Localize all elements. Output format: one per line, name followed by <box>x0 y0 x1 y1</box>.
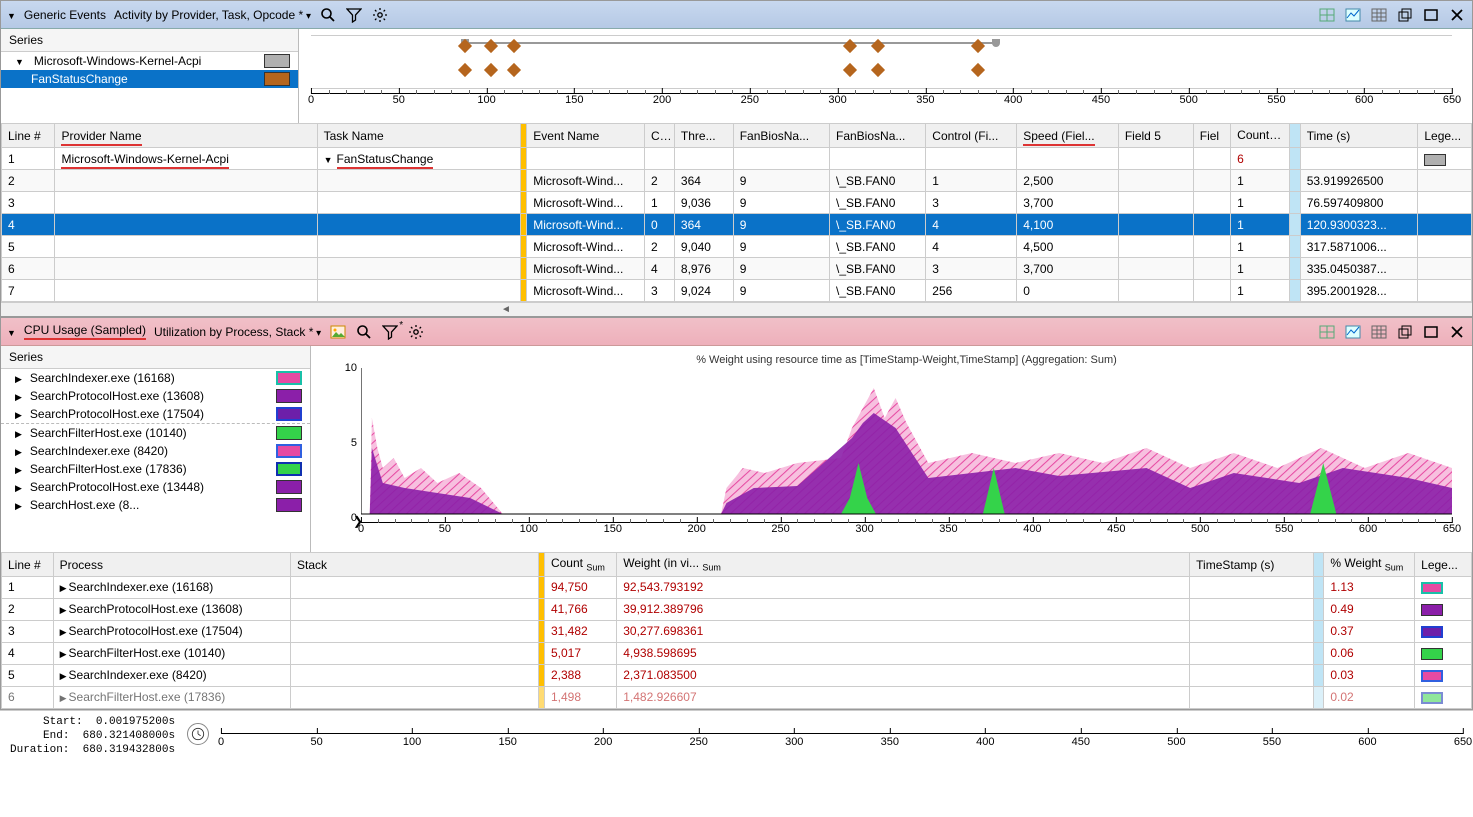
series-item[interactable]: FanStatusChange <box>1 70 298 88</box>
gear-icon[interactable] <box>407 323 425 341</box>
column-header[interactable]: Line # <box>2 124 55 148</box>
column-header[interactable]: % Weight Sum <box>1324 553 1415 576</box>
generic-events-panel: Generic Events Activity by Provider, Tas… <box>0 0 1473 317</box>
view-chart-icon[interactable] <box>1344 323 1362 341</box>
image-icon[interactable] <box>329 323 347 341</box>
table-row[interactable]: 5SearchIndexer.exe (8420)2,3882,371.0835… <box>2 664 1472 686</box>
start-value: 0.001975200s <box>96 716 175 728</box>
series-sidebar: Series Microsoft-Windows-Kernel-AcpiFanS… <box>1 29 299 123</box>
column-header[interactable]: Process <box>53 553 290 576</box>
filter-icon[interactable] <box>345 6 363 24</box>
event-timeline[interactable] <box>311 35 1452 89</box>
popout-icon[interactable] <box>1396 323 1414 341</box>
maximize-icon[interactable] <box>1422 323 1440 341</box>
column-header[interactable]: Event Name <box>527 124 645 148</box>
collapse-toggle[interactable] <box>7 325 20 339</box>
table-row[interactable]: 1SearchIndexer.exe (16168)94,75092,543.7… <box>2 576 1472 598</box>
cpu-usage-panel: CPU Usage (Sampled) Utilization by Proce… <box>0 317 1473 709</box>
end-value: 680.321408000s <box>83 730 175 742</box>
table-row[interactable]: 2SearchProtocolHost.exe (13608)41,76639,… <box>2 598 1472 620</box>
process-table[interactable]: Line #ProcessStackCount SumWeight (in vi… <box>1 552 1472 708</box>
view-table-icon[interactable] <box>1370 323 1388 341</box>
chart-title: % Weight using resource time as [TimeSta… <box>361 352 1452 368</box>
column-header[interactable]: Control (Fi... <box>926 124 1017 148</box>
column-header[interactable]: FanBiosNa... <box>830 124 926 148</box>
table-row[interactable]: 7Microsoft-Wind...39,0249\_SB.FAN0256013… <box>2 280 1472 302</box>
table-row[interactable]: 3Microsoft-Wind...19,0369\_SB.FAN033,700… <box>2 192 1472 214</box>
column-header[interactable] <box>1290 124 1301 148</box>
panel-title: Generic Events <box>24 8 106 22</box>
view-chart-icon[interactable] <box>1344 6 1362 24</box>
column-header[interactable]: Stack <box>291 553 539 576</box>
series-item[interactable]: SearchProtocolHost.exe (13608) <box>1 387 310 405</box>
close-icon[interactable] <box>1448 323 1466 341</box>
filter-icon[interactable]: * <box>381 323 399 341</box>
column-header[interactable]: Provider Name <box>55 124 317 148</box>
table-row[interactable]: 1Microsoft-Windows-Kernel-AcpiFanStatusC… <box>2 148 1472 170</box>
table-row[interactable]: 6Microsoft-Wind...48,9769\_SB.FAN033,700… <box>2 258 1472 280</box>
column-header[interactable]: Task Name <box>317 124 520 148</box>
column-header[interactable]: Lege... <box>1418 124 1472 148</box>
series-header: Series <box>1 29 298 52</box>
column-header[interactable]: Time (s) <box>1300 124 1418 148</box>
column-header[interactable]: Thre... <box>674 124 733 148</box>
series-item[interactable]: SearchFilterHost.exe (10140) <box>1 424 310 442</box>
column-header[interactable]: Lege... <box>1415 553 1472 576</box>
generic-events-header: Generic Events Activity by Provider, Tas… <box>1 1 1472 29</box>
table-row[interactable]: 6SearchFilterHost.exe (17836)1,4981,482.… <box>2 686 1472 708</box>
series-item[interactable]: SearchIndexer.exe (16168) <box>1 369 310 387</box>
table-row[interactable]: 5Microsoft-Wind...29,0409\_SB.FAN044,500… <box>2 236 1472 258</box>
column-header[interactable]: Line # <box>2 553 54 576</box>
events-table[interactable]: Line #Provider NameTask Name Event NameC.… <box>1 123 1472 302</box>
timeline-axis: 050100150200250300350400450500550600650 <box>311 93 1452 123</box>
duration-label: Duration: <box>10 744 69 756</box>
column-header[interactable]: Speed (Fiel... <box>1017 124 1119 148</box>
series-header: Series <box>1 346 310 369</box>
view-table-chart-icon[interactable] <box>1318 323 1336 341</box>
clock-icon[interactable] <box>187 723 209 745</box>
table-row[interactable]: 4Microsoft-Wind...03649\_SB.FAN044,10011… <box>2 214 1472 236</box>
view-table-icon[interactable] <box>1370 6 1388 24</box>
search-icon[interactable] <box>319 6 337 24</box>
search-icon[interactable] <box>355 323 373 341</box>
start-label: Start: <box>43 716 83 728</box>
horizontal-scrollbar[interactable]: ◄► <box>1 302 1472 316</box>
time-ruler: Start: 0.001975200s End: 680.321408000s … <box>0 710 1473 767</box>
duration-value: 680.319432800s <box>83 744 175 756</box>
series-item[interactable]: SearchProtocolHost.exe (17504) <box>1 405 310 424</box>
table-row[interactable]: 3SearchProtocolHost.exe (17504)31,48230,… <box>2 620 1472 642</box>
preset-dropdown[interactable]: Utilization by Process, Stack * <box>154 325 321 339</box>
series-item[interactable]: SearchFilterHost.exe (17836) <box>1 460 310 478</box>
column-header[interactable] <box>1314 553 1324 576</box>
column-header[interactable]: TimeStamp (s) <box>1190 553 1314 576</box>
table-row[interactable]: 4SearchFilterHost.exe (10140)5,0174,938.… <box>2 642 1472 664</box>
table-row[interactable]: 2Microsoft-Wind...23649\_SB.FAN012,50015… <box>2 170 1472 192</box>
cpu-area-chart[interactable]: ❯ 0510 <box>361 368 1452 518</box>
end-label: End: <box>43 730 69 742</box>
column-header[interactable]: C... <box>644 124 674 148</box>
panel-title: CPU Usage (Sampled) <box>24 323 146 340</box>
series-item[interactable]: SearchIndexer.exe (8420) <box>1 442 310 460</box>
series-item[interactable]: SearchHost.exe (8... <box>1 496 310 514</box>
series-item[interactable]: SearchProtocolHost.exe (13448) <box>1 478 310 496</box>
column-header[interactable]: Count Sum <box>544 553 616 576</box>
timeline-axis: 050100150200250300350400450500550600650 <box>361 522 1452 552</box>
series-item[interactable]: Microsoft-Windows-Kernel-Acpi <box>1 52 298 70</box>
maximize-icon[interactable] <box>1422 6 1440 24</box>
preset-dropdown[interactable]: Activity by Provider, Task, Opcode * <box>114 8 311 22</box>
column-header[interactable]: Weight (in vi... Sum <box>617 553 1190 576</box>
collapse-toggle[interactable] <box>7 8 20 22</box>
column-header[interactable]: Count Sum□ <box>1231 124 1290 148</box>
popout-icon[interactable] <box>1396 6 1414 24</box>
gear-icon[interactable] <box>371 6 389 24</box>
column-header[interactable]: FanBiosNa... <box>733 124 829 148</box>
cpu-usage-header: CPU Usage (Sampled) Utilization by Proce… <box>1 318 1472 346</box>
view-table-chart-icon[interactable] <box>1318 6 1336 24</box>
series-sidebar: Series SearchIndexer.exe (16168)SearchPr… <box>1 346 311 552</box>
column-header[interactable]: Fiel <box>1193 124 1230 148</box>
close-icon[interactable] <box>1448 6 1466 24</box>
column-header[interactable]: Field 5 <box>1118 124 1193 148</box>
